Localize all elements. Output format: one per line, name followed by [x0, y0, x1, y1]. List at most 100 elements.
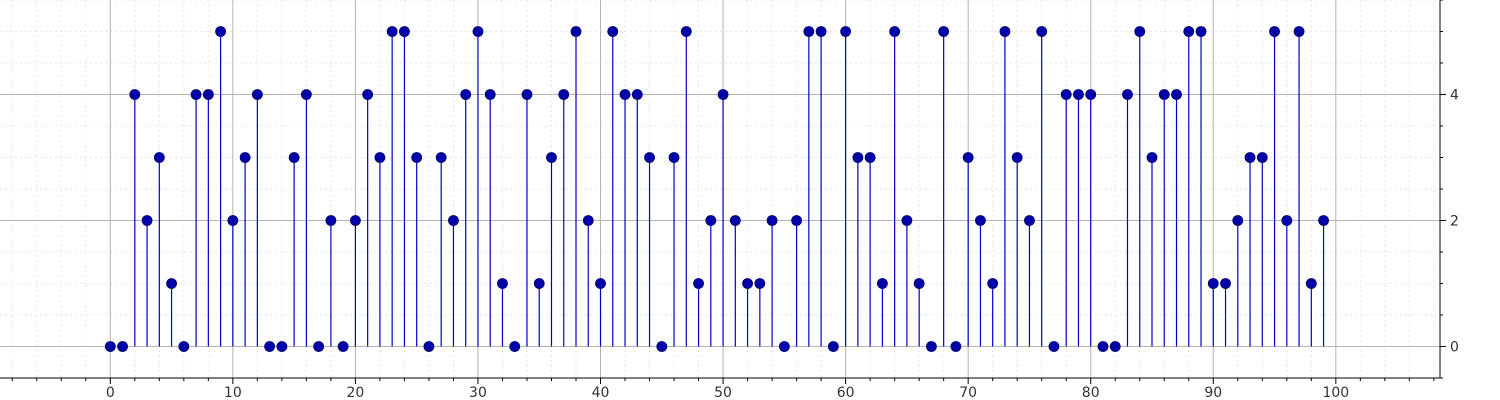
stem-marker [104, 341, 116, 352]
stem-marker [288, 152, 300, 163]
x-tick-label: 10 [224, 385, 242, 400]
stem-marker [840, 26, 852, 37]
stem-marker [1293, 26, 1305, 37]
stem-marker [619, 89, 631, 100]
stem-marker [1122, 89, 1133, 100]
stem-marker [546, 152, 557, 163]
x-tick-label: 60 [837, 385, 855, 400]
stem-marker [1256, 152, 1268, 163]
stem-marker [300, 89, 312, 100]
stem-marker [778, 341, 790, 352]
stem-marker [913, 278, 925, 289]
stem-marker [411, 152, 423, 163]
x-tick-label: 50 [714, 385, 732, 400]
stem-marker [987, 278, 999, 289]
x-axis-ticks: 0 10 20 30 40 50 60 70 80 90 100 [11, 378, 1435, 400]
stem-marker [889, 26, 901, 37]
stem-marker [1158, 89, 1170, 100]
stem-marker [1305, 278, 1317, 289]
y-tick-label: 4 [1450, 88, 1459, 104]
stem-marker [742, 278, 753, 289]
y-axis-ticks: 0 2 4 [1440, 0, 1459, 379]
minor-grid [0, 0, 1440, 379]
stem-marker [497, 278, 508, 289]
stem-marker [1244, 152, 1256, 163]
stem-marker [117, 341, 128, 352]
stem-marker [350, 215, 361, 226]
stem-marker [1085, 89, 1097, 100]
stem-marker [399, 26, 410, 37]
stem-marker [276, 341, 288, 352]
stem-marker [166, 278, 177, 289]
stem-marker [1109, 341, 1121, 352]
stem-marker [1134, 26, 1146, 37]
stem-marker [1195, 26, 1207, 37]
stem-marker [754, 278, 766, 289]
stem-marker [803, 26, 815, 37]
stem-marker [264, 341, 276, 352]
stem-marker [950, 341, 962, 352]
stem-marker [975, 215, 986, 226]
x-tick-label: 30 [469, 385, 487, 400]
stem-marker [1097, 341, 1109, 352]
stem-marker [717, 89, 729, 100]
stem-marker [1318, 215, 1329, 226]
x-tick-label: 0 [106, 385, 115, 400]
stem-marker [1281, 215, 1293, 226]
stem-marker [129, 89, 141, 100]
stem-marker [435, 152, 447, 163]
stem-marker [1220, 278, 1231, 289]
x-tick-label: 20 [346, 385, 364, 400]
stem-marker [1183, 26, 1195, 37]
stem-marker [791, 215, 802, 226]
stem-marker [374, 152, 386, 163]
stem-marker [178, 341, 190, 352]
x-tick-label: 40 [592, 385, 610, 400]
stem-marker [815, 26, 827, 37]
stem-marker [999, 26, 1011, 37]
stem-marker [938, 26, 950, 37]
stem-markers [104, 26, 1329, 352]
stem-marker [1232, 215, 1244, 226]
stem-marker [484, 89, 496, 100]
stem-marker [202, 89, 214, 100]
stem-marker [386, 26, 398, 37]
stem-marker [460, 89, 472, 100]
stem-marker [595, 278, 606, 289]
stem-marker [1207, 278, 1219, 289]
stem-marker [533, 278, 545, 289]
stem-marker [313, 341, 325, 352]
stem-marker [423, 341, 435, 352]
stem-marker [1171, 89, 1182, 100]
stem-marker [239, 152, 251, 163]
stem-marker [448, 215, 459, 226]
stem-marker [693, 278, 704, 289]
x-tick-label: 70 [959, 385, 977, 400]
stem-marker [521, 89, 533, 100]
stem-marker [472, 26, 484, 37]
stem-marker [362, 89, 374, 100]
stem-marker [215, 26, 226, 37]
stem-marker [582, 215, 594, 226]
stem-marker [1048, 341, 1060, 352]
stem-marker [251, 89, 263, 100]
stem-marker [509, 341, 521, 352]
stem-marker [668, 152, 680, 163]
stem-marker [153, 152, 165, 163]
stem-marker [631, 89, 643, 100]
x-tick-label: 90 [1204, 385, 1222, 400]
stem-marker [570, 26, 582, 37]
stem-marker [962, 152, 974, 163]
stem-marker [926, 341, 937, 352]
y-tick-label: 2 [1450, 214, 1459, 230]
stem-marker [644, 152, 655, 163]
stem-marker [901, 215, 913, 226]
stem-marker [227, 215, 239, 226]
y-tick-label: 0 [1450, 340, 1459, 356]
stem-marker [876, 278, 888, 289]
stem-marker [190, 89, 202, 100]
stem-lines [134, 31, 1325, 347]
stem-marker [1060, 89, 1072, 100]
stem-marker [1024, 215, 1035, 226]
stem-marker [766, 215, 778, 226]
